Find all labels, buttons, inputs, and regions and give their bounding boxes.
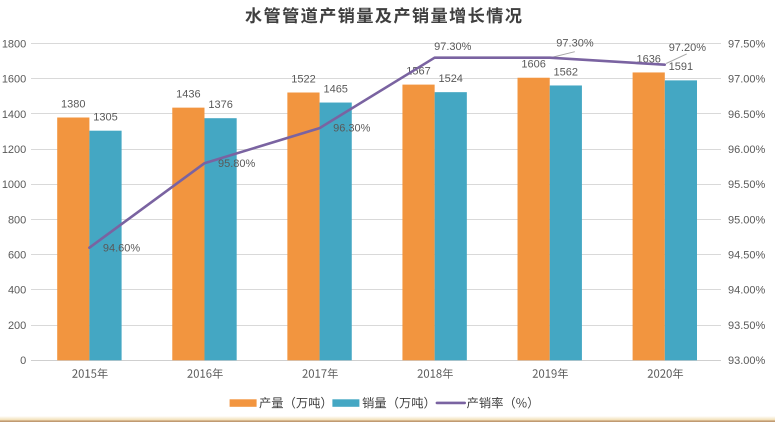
svg-text:93.50%: 93.50% [728, 320, 766, 332]
svg-text:97.30%: 97.30% [434, 41, 472, 53]
svg-text:1465: 1465 [323, 83, 347, 95]
svg-text:1591: 1591 [669, 61, 693, 73]
svg-text:95.80%: 95.80% [218, 158, 256, 170]
svg-text:1376: 1376 [208, 99, 232, 111]
svg-text:1522: 1522 [291, 73, 315, 85]
svg-text:1380: 1380 [61, 98, 85, 110]
svg-text:96.00%: 96.00% [728, 144, 766, 156]
svg-text:1606: 1606 [521, 59, 545, 71]
svg-text:96.30%: 96.30% [333, 123, 371, 135]
svg-text:1305: 1305 [93, 112, 117, 124]
svg-text:97.20%: 97.20% [669, 42, 707, 54]
svg-text:0: 0 [20, 355, 26, 367]
svg-text:600: 600 [8, 250, 26, 262]
svg-text:96.50%: 96.50% [728, 109, 766, 121]
svg-text:400: 400 [8, 285, 26, 297]
svg-text:1562: 1562 [554, 66, 578, 78]
svg-text:1200: 1200 [2, 144, 26, 156]
svg-text:1436: 1436 [176, 88, 200, 100]
svg-text:1524: 1524 [438, 73, 462, 85]
svg-text:97.00%: 97.00% [728, 74, 766, 86]
svg-text:97.50%: 97.50% [728, 38, 766, 50]
svg-text:94.50%: 94.50% [728, 250, 766, 262]
svg-text:1800: 1800 [2, 38, 26, 50]
svg-text:800: 800 [8, 214, 26, 226]
svg-text:1000: 1000 [2, 179, 26, 191]
svg-text:95.00%: 95.00% [728, 214, 766, 226]
svg-text:97.30%: 97.30% [556, 38, 594, 50]
svg-text:94.00%: 94.00% [728, 285, 766, 297]
svg-text:94.60%: 94.60% [103, 242, 141, 254]
svg-text:95.50%: 95.50% [728, 179, 766, 191]
svg-text:1567: 1567 [406, 65, 430, 77]
svg-text:1600: 1600 [2, 74, 26, 86]
svg-text:1400: 1400 [2, 109, 26, 121]
svg-text:200: 200 [8, 320, 26, 332]
svg-text:93.00%: 93.00% [728, 355, 766, 367]
